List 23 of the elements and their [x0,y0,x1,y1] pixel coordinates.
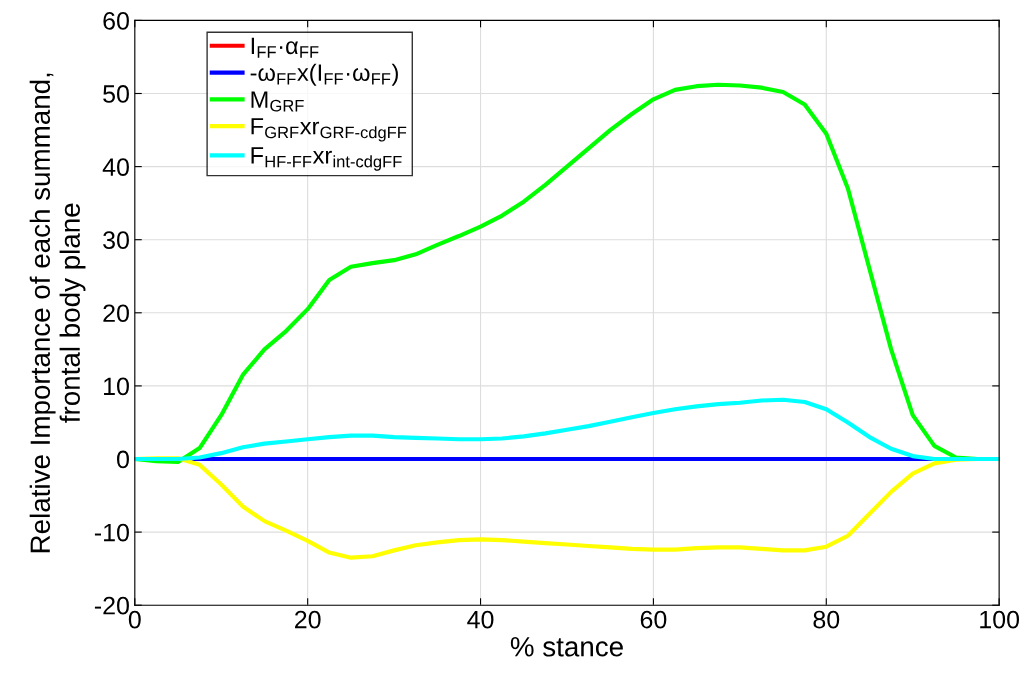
legend-label: F$_{GRF}$xr$_{GRF-cdgFF}$ [251,118,407,142]
y-tick-label: 60 [103,12,129,30]
x-tick-label: 0 [128,610,141,629]
x-tick-label: 100 [980,610,1020,629]
x-tick-label: 20 [295,610,321,629]
y-tick-label: 50 [103,85,129,103]
line-series [134,397,1000,462]
y-tick-label: -20 [94,596,129,615]
y-tick-label: 10 [104,377,129,396]
x-tick-label: 40 [467,610,494,629]
legend-label: M$_{GRF}$ [251,91,304,112]
y-tick-label: 40 [102,158,129,176]
legend-label: I$_{FF}$·α$_{FF}$ [251,37,319,58]
y-tick-label: 0 [117,450,129,469]
y-tick-label: 30 [103,231,129,249]
x-axis-title: % stance [510,637,623,657]
legend-label: -ω$_{FF}$x(I$_{FF}$·ω$_{FF}$) [250,63,398,86]
x-tick-label: 80 [813,610,840,629]
x-tick-label: 60 [640,610,667,629]
y-axis-title: Relative Importance of each summand, frontal body plane [29,73,86,553]
y-tick-label: -10 [94,523,129,542]
legend-label: F$_{HF-FF}$xr$_{int-cdgFF}$ [251,147,402,171]
y-tick-label: 20 [103,304,129,323]
